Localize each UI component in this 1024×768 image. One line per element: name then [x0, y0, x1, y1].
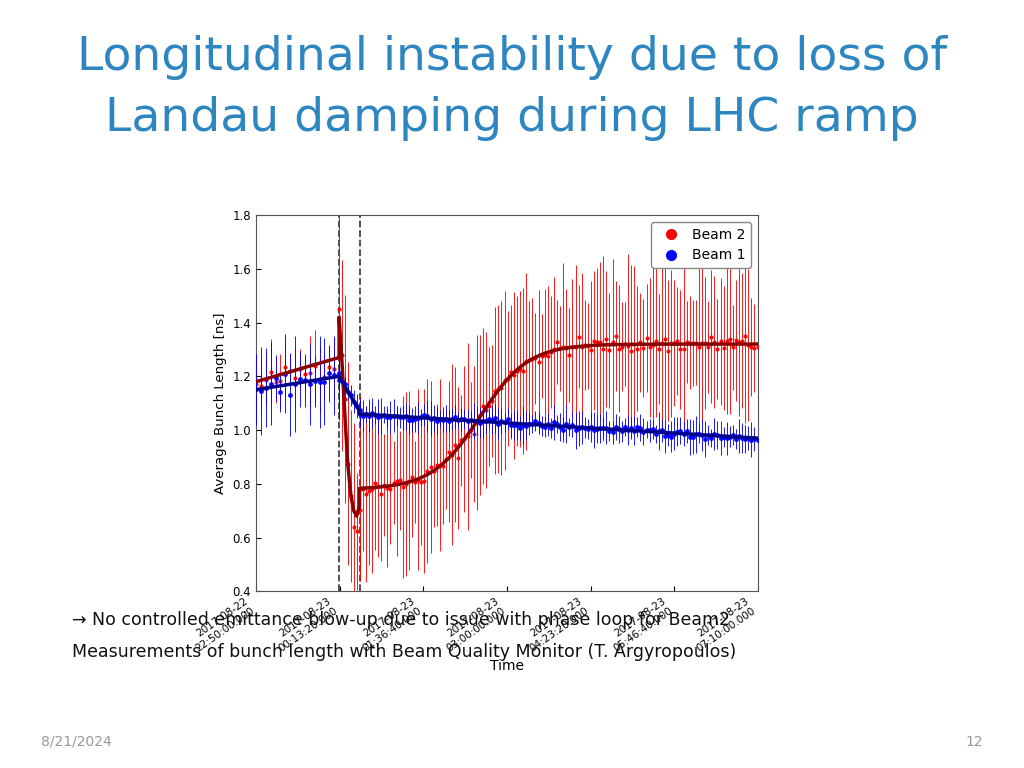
- Text: Measurements of bunch length with Beam Quality Monitor (T. Argyropoulos): Measurements of bunch length with Beam Q…: [72, 643, 736, 660]
- Text: Longitudinal instability due to loss of: Longitudinal instability due to loss of: [77, 35, 947, 80]
- Y-axis label: Average Bunch Length [ns]: Average Bunch Length [ns]: [214, 313, 227, 494]
- X-axis label: Time: Time: [489, 660, 524, 674]
- Legend: Beam 2, Beam 1: Beam 2, Beam 1: [651, 222, 751, 268]
- Text: Landau damping during LHC ramp: Landau damping during LHC ramp: [105, 96, 919, 141]
- Text: 8/21/2024: 8/21/2024: [41, 735, 112, 749]
- Text: → No controlled emittance blow-up due to issue with phase loop for Beam2: → No controlled emittance blow-up due to…: [72, 611, 730, 628]
- Text: 12: 12: [966, 735, 983, 749]
